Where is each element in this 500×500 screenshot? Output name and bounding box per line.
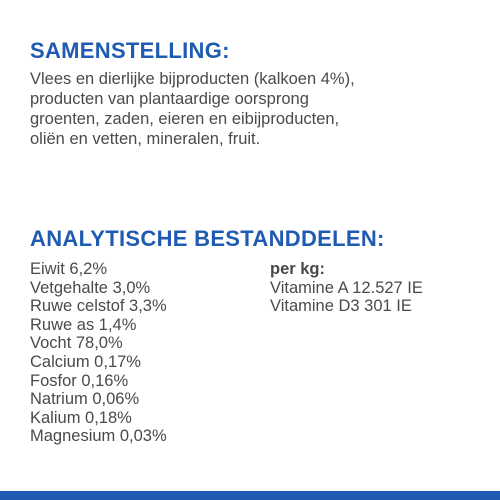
constituent-item: Magnesium 0,03%	[30, 427, 167, 446]
composition-line: groenten, zaden, eieren en eibijproducte…	[30, 110, 340, 128]
constituent-item: Vocht 78,0%	[30, 334, 123, 353]
additive-item: Vitamine A 12.527 IE	[270, 278, 423, 297]
constituent-item: Eiwit 6,2%	[30, 260, 108, 278]
constituent-item: Ruwe as 1,4%	[30, 315, 137, 334]
composition-heading: SAMENSTELLING:	[30, 38, 230, 63]
per-kg-heading: per kg:	[270, 260, 326, 278]
constituent-item: Vetgehalte 3,0%	[30, 278, 151, 297]
composition-line: oliën en vetten, mineralen, fruit.	[30, 130, 261, 148]
constituent-item: Calcium 0,17%	[30, 352, 141, 371]
additives-per-kg-list: per kg: Vitamine A 12.527 IE Vitamine D3…	[270, 260, 423, 316]
additive-item: Vitamine D3 301 IE	[270, 297, 412, 316]
constituent-item: Natrium 0,06%	[30, 390, 140, 409]
analytical-heading: ANALYTISCHE BESTANDDELEN:	[30, 226, 385, 251]
constituent-item: Fosfor 0,16%	[30, 371, 129, 390]
constituent-item: Kalium 0,18%	[30, 408, 132, 427]
composition-line: producten van plantaardige oorsprong	[30, 90, 309, 108]
constituent-item: Ruwe celstof 3,3%	[30, 297, 167, 316]
analytical-constituents-list: Eiwit 6,2% Vetgehalte 3,0% Ruwe celstof …	[30, 260, 167, 446]
composition-line: Vlees en dierlijke bijproducten (kalkoen…	[30, 70, 355, 88]
composition-text: Vlees en dierlijke bijproducten (kalkoen…	[30, 69, 480, 149]
bottom-accent-bar	[0, 491, 500, 500]
